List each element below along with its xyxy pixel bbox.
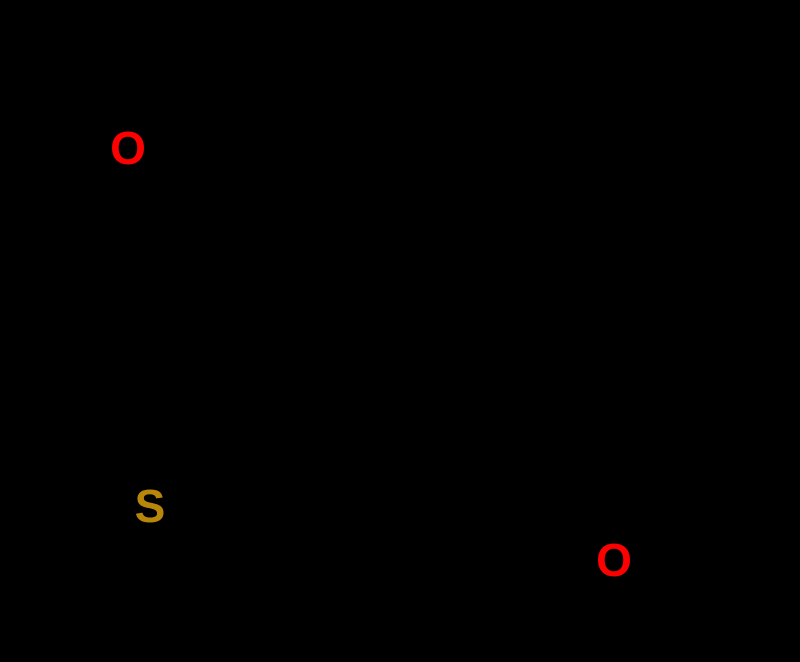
bond [290,280,365,406]
bond [520,406,595,530]
bond [290,406,365,530]
bond [520,120,580,280]
bond [638,490,735,546]
atom-o: O [596,534,632,586]
bond [160,230,250,480]
bonds-layer [146,120,740,546]
bond [250,230,365,280]
atom-s: S [135,480,166,532]
bond [520,280,595,406]
bond [595,406,611,532]
molecule-diagram: O S O [0,0,800,662]
bond [173,406,290,490]
atom-o: O [110,122,146,174]
